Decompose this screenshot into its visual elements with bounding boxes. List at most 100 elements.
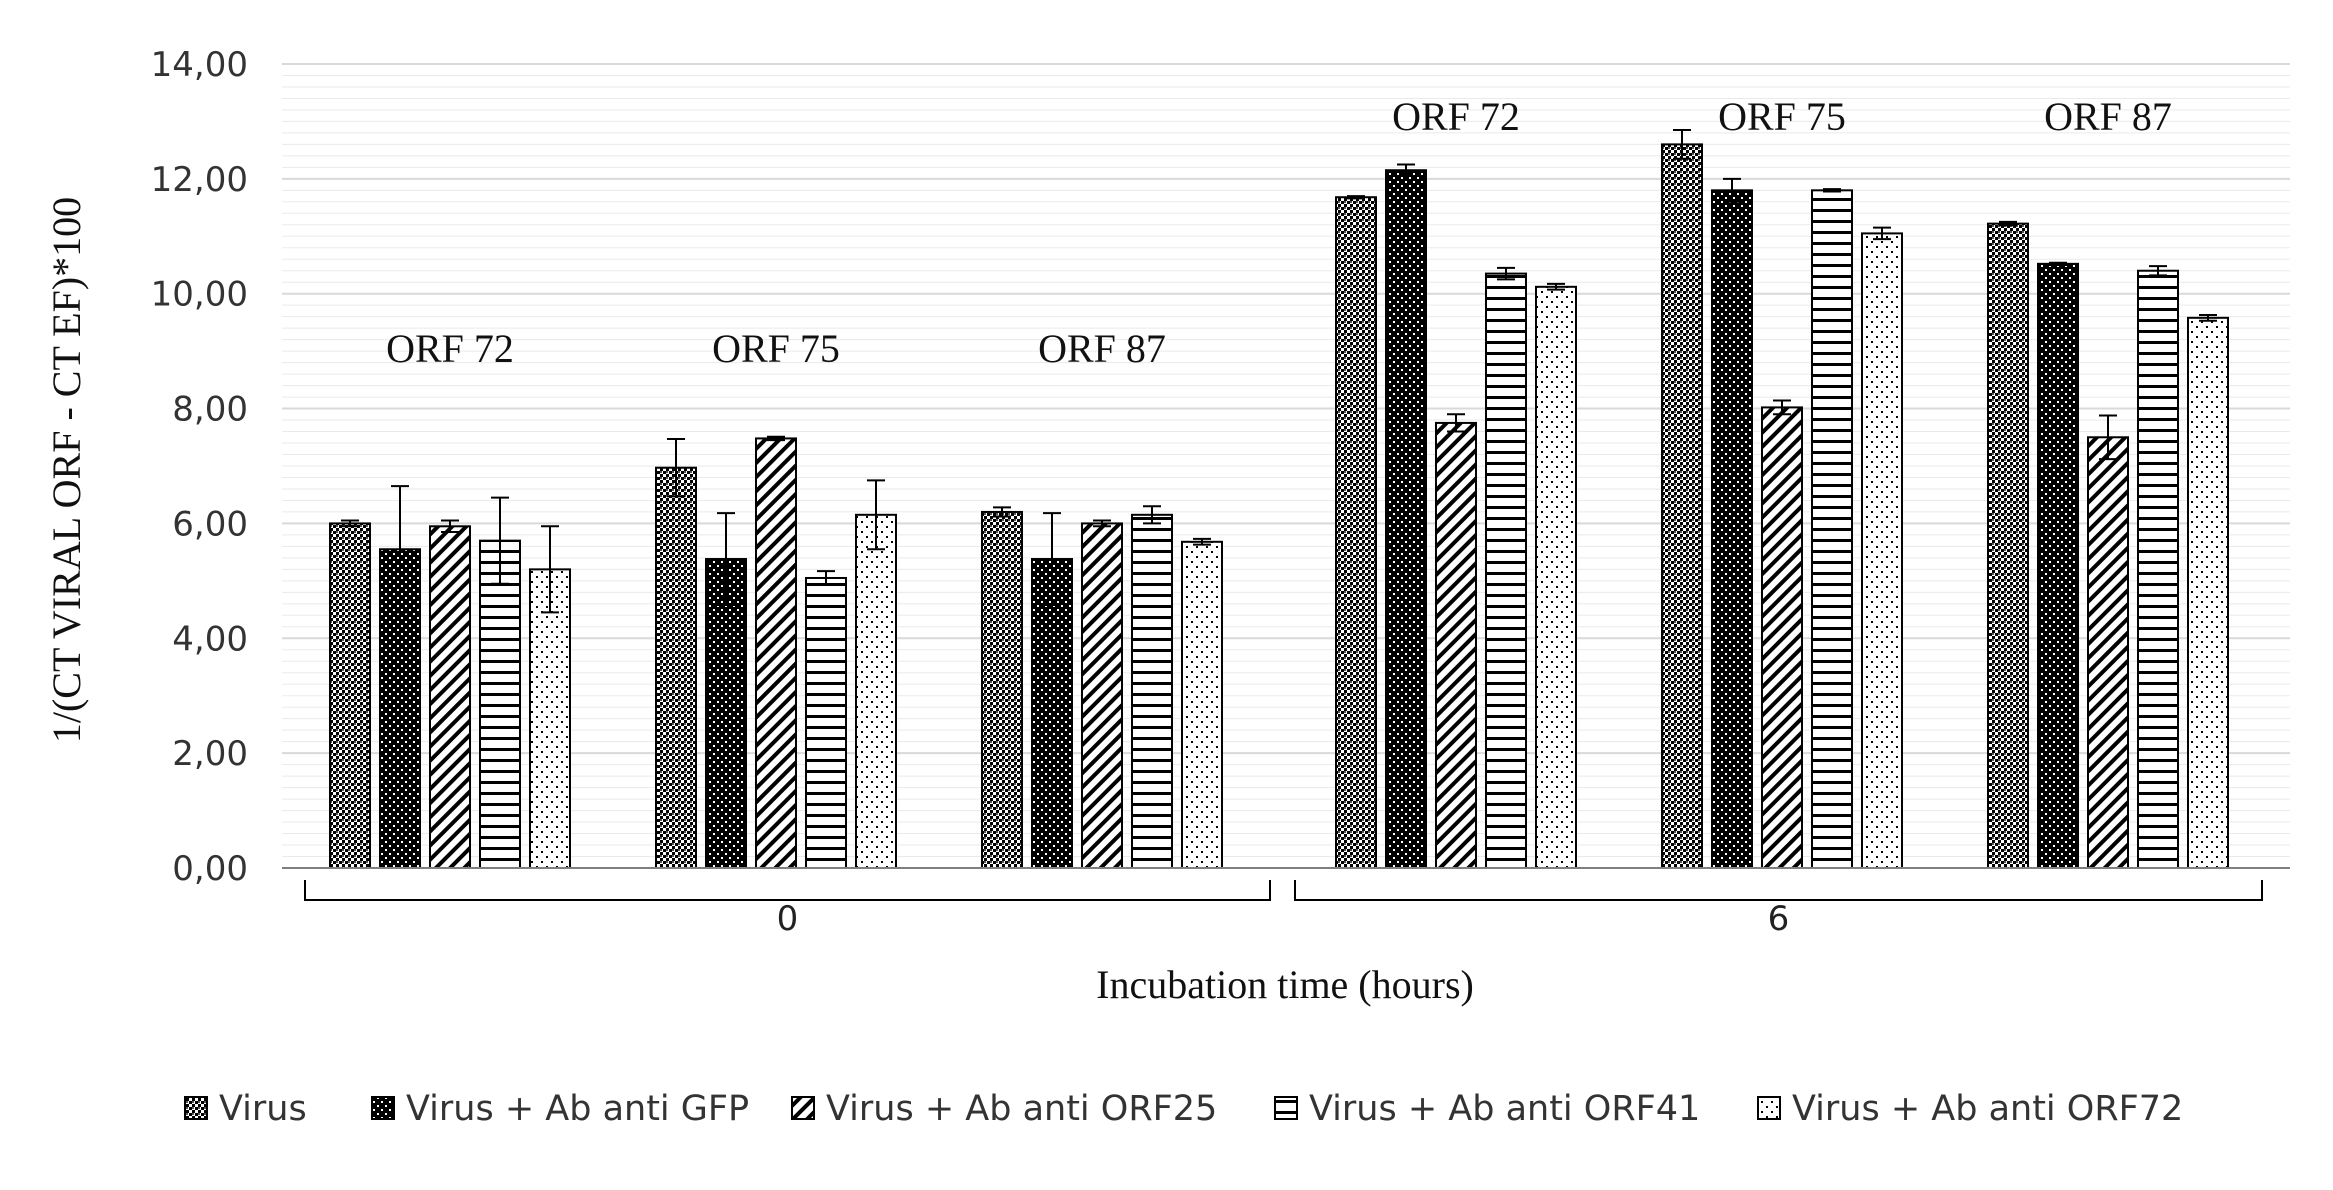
orf-group-labels: ORF 72 ORF 75 ORF 87 ORF 72 ORF 75 ORF 87: [386, 94, 2172, 371]
error-bar: [993, 506, 1011, 518]
orf-label: ORF 87: [1038, 326, 1166, 371]
error-bar: [817, 570, 835, 586]
legend-item: Virus + Ab anti ORF25: [791, 1089, 1217, 1129]
bar-t6-orf87-s0: [1987, 222, 2029, 870]
error-bars: [341, 129, 2217, 614]
time-label: 6: [1768, 899, 1790, 939]
legend-item: Virus + Ab anti ORF41: [1274, 1089, 1700, 1129]
bar-t0-orf87-s2: [1081, 522, 1123, 869]
orf-label: ORF 72: [386, 326, 514, 371]
orf-label: ORF 75: [1718, 94, 1846, 139]
error-bar: [717, 512, 735, 606]
bar-t0-orf72-s2: [429, 525, 471, 869]
bar-t0-orf75-s3: [805, 576, 847, 870]
y-tick-label: 8,00: [172, 390, 248, 430]
bar-t0-orf75-s2: [755, 437, 797, 869]
y-tick-label: 4,00: [172, 619, 248, 659]
y-tick-label: 12,00: [151, 160, 248, 200]
bar-t6-orf72-s1: [1385, 169, 1427, 869]
error-bar: [1999, 220, 2017, 227]
bar-t6-orf72-s2: [1435, 421, 1477, 869]
error-bar: [391, 485, 409, 614]
group-bracket: [304, 880, 1271, 901]
legend-swatch: [371, 1096, 395, 1120]
x-axis-title: Incubation time (hours): [1096, 962, 1474, 1007]
bar-t0-orf72-s0: [329, 522, 371, 869]
legend-swatch: [184, 1096, 208, 1120]
bar-t0-orf72-s4: [529, 568, 571, 869]
bar-t6-orf87-s1: [2037, 262, 2079, 869]
y-tick-label: 14,00: [151, 45, 248, 85]
time-label: 0: [777, 899, 799, 939]
orf-label: ORF 87: [2044, 94, 2172, 139]
y-axis-ticks: 0,00 2,00 4,00 6,00 8,00 10,00 12,00 14,00: [151, 45, 248, 889]
error-bar: [341, 519, 359, 528]
legend-label: Virus + Ab anti GFP: [406, 1089, 749, 1129]
error-bar: [1347, 195, 1365, 200]
error-bar: [1773, 399, 1791, 416]
bar-t6-orf87-s3: [2137, 269, 2179, 869]
bar-t6-orf72-s3: [1485, 272, 1527, 869]
legend-label: Virus: [219, 1089, 307, 1129]
bars: [329, 143, 2229, 870]
y-axis-title: 1/(CT VIRAL ORF - CT EF)*100: [44, 197, 89, 743]
error-bar: [1823, 188, 1841, 193]
error-bar: [1193, 537, 1211, 546]
error-bar: [867, 479, 885, 551]
bar-t6-orf72-s0: [1335, 196, 1377, 870]
bar-t0-orf87-s0: [981, 510, 1023, 869]
orf-label: ORF 75: [712, 326, 840, 371]
orf-label: ORF 72: [1392, 94, 1520, 139]
bar-t0-orf72-s3: [479, 539, 521, 869]
legend-item: Virus: [184, 1089, 307, 1129]
error-bar: [1497, 266, 1515, 281]
y-tick-label: 2,00: [172, 734, 248, 774]
error-bar: [2049, 261, 2067, 266]
error-bar: [541, 525, 559, 614]
error-bar: [1873, 226, 1891, 241]
legend-item: Virus + Ab anti ORF72: [1757, 1089, 2183, 1129]
y-tick-label: 0,00: [172, 849, 248, 889]
error-bar: [2199, 313, 2217, 322]
legend-swatch: [1757, 1096, 1781, 1120]
bar-t0-orf75-s4: [855, 513, 897, 869]
error-bar: [491, 496, 509, 585]
bar-t0-orf87-s3: [1131, 513, 1173, 869]
error-bar: [1397, 163, 1415, 177]
error-bar: [441, 519, 459, 534]
x-axis: [282, 867, 2290, 901]
bar-t0-orf87-s4: [1181, 540, 1223, 869]
error-bar: [1547, 282, 1565, 291]
error-bar: [1143, 505, 1161, 525]
error-bar: [2099, 414, 2117, 461]
gridlines: [282, 62, 2290, 869]
bar-t6-orf75-s1: [1711, 189, 1753, 870]
error-bar: [1673, 129, 1691, 160]
bar-t6-orf75-s2: [1761, 406, 1803, 869]
error-bar: [1447, 413, 1465, 433]
bar-t0-orf75-s0: [655, 466, 697, 869]
legend-label: Virus + Ab anti ORF72: [1792, 1089, 2183, 1129]
legend-item: Virus + Ab anti GFP: [371, 1089, 749, 1129]
bar-t6-orf87-s2: [2087, 436, 2129, 869]
error-bar: [1043, 512, 1061, 606]
bar-t6-orf75-s3: [1811, 189, 1853, 870]
bar-t6-orf72-s4: [1535, 285, 1577, 869]
error-bar: [1093, 519, 1111, 528]
error-bar: [2149, 265, 2167, 277]
error-bar: [667, 437, 685, 498]
legend-swatch: [1274, 1096, 1298, 1120]
bar-t6-orf75-s0: [1661, 143, 1703, 869]
legend-label: Virus + Ab anti ORF41: [1309, 1089, 1700, 1129]
bar-t6-orf87-s4: [2187, 316, 2229, 869]
group-bracket: [1294, 880, 2263, 901]
y-tick-label: 10,00: [151, 275, 248, 315]
error-bar: [767, 435, 785, 442]
bar-t6-orf75-s4: [1861, 232, 1903, 869]
legend: Virus Virus + Ab anti GFP Virus + Ab anti …: [184, 1089, 2183, 1129]
y-tick-label: 6,00: [172, 504, 248, 544]
error-bar: [1723, 177, 1741, 203]
legend-label: Virus + Ab anti ORF25: [826, 1089, 1217, 1129]
